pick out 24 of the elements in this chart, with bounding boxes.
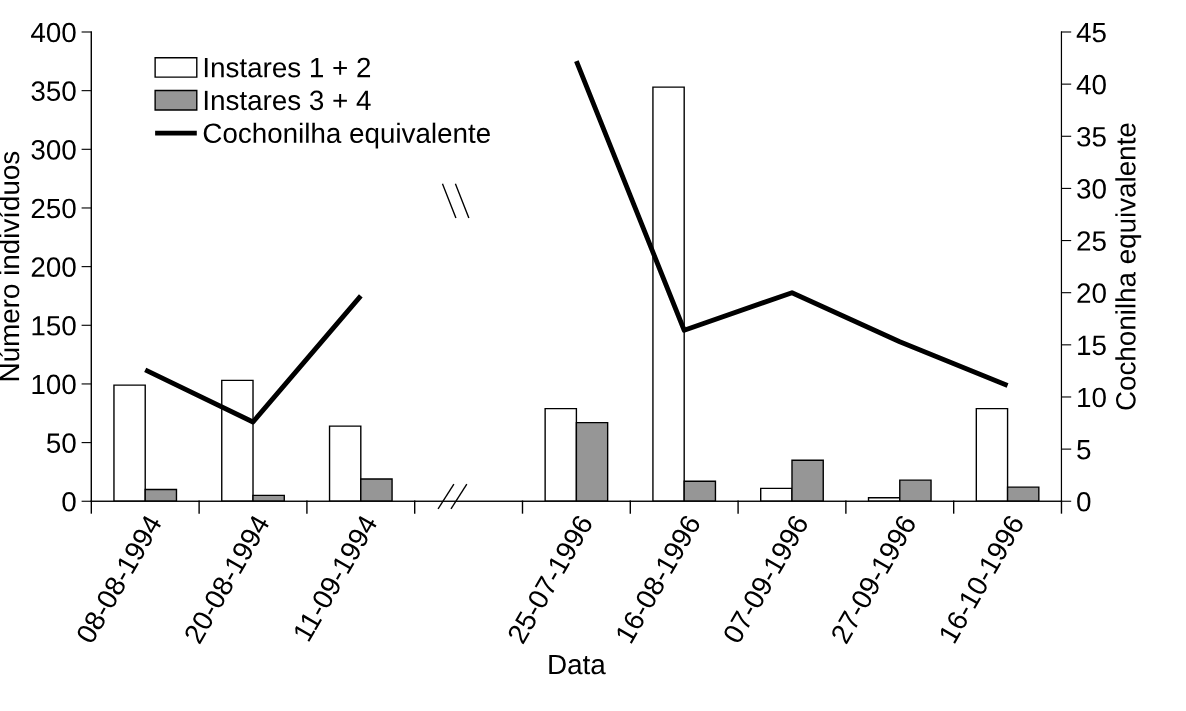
- y2-tick-label: 15: [1078, 335, 1106, 356]
- legend-label: Cochonilha equivalente: [203, 122, 490, 149]
- y-tick-label: 50: [46, 433, 76, 453]
- y2-tick-label: 20: [1077, 283, 1106, 304]
- y2-tick-label: 35: [1077, 126, 1106, 147]
- y-tick-label: 0: [62, 491, 76, 512]
- y2-tick-label: 30: [1077, 179, 1106, 199]
- legend-label: Instares 1 + 2: [204, 57, 371, 78]
- y-tick-label: 200: [31, 257, 76, 277]
- y2-tick-label: 45: [1076, 22, 1106, 43]
- y2-tick-label: 10: [1078, 387, 1106, 408]
- y2-axis-title: Cochonilha equivalente: [1115, 123, 1142, 410]
- y2-tick-label: 40: [1076, 74, 1106, 95]
- y-tick-label: 100: [32, 374, 76, 395]
- y2-tick-label: 0: [1077, 491, 1091, 512]
- y-tick-label: 400: [31, 22, 76, 43]
- y-tick-label: 350: [31, 81, 76, 101]
- y-tick-label: 250: [31, 198, 76, 219]
- y-tick-label: 300: [31, 139, 76, 160]
- x-axis-title: Data: [549, 654, 606, 675]
- y-tick-label: 150: [32, 315, 76, 336]
- y2-tick-label: 5: [1077, 440, 1091, 460]
- y2-tick-label: 25: [1077, 231, 1106, 251]
- legend-label: Instares 3 + 4: [204, 90, 371, 111]
